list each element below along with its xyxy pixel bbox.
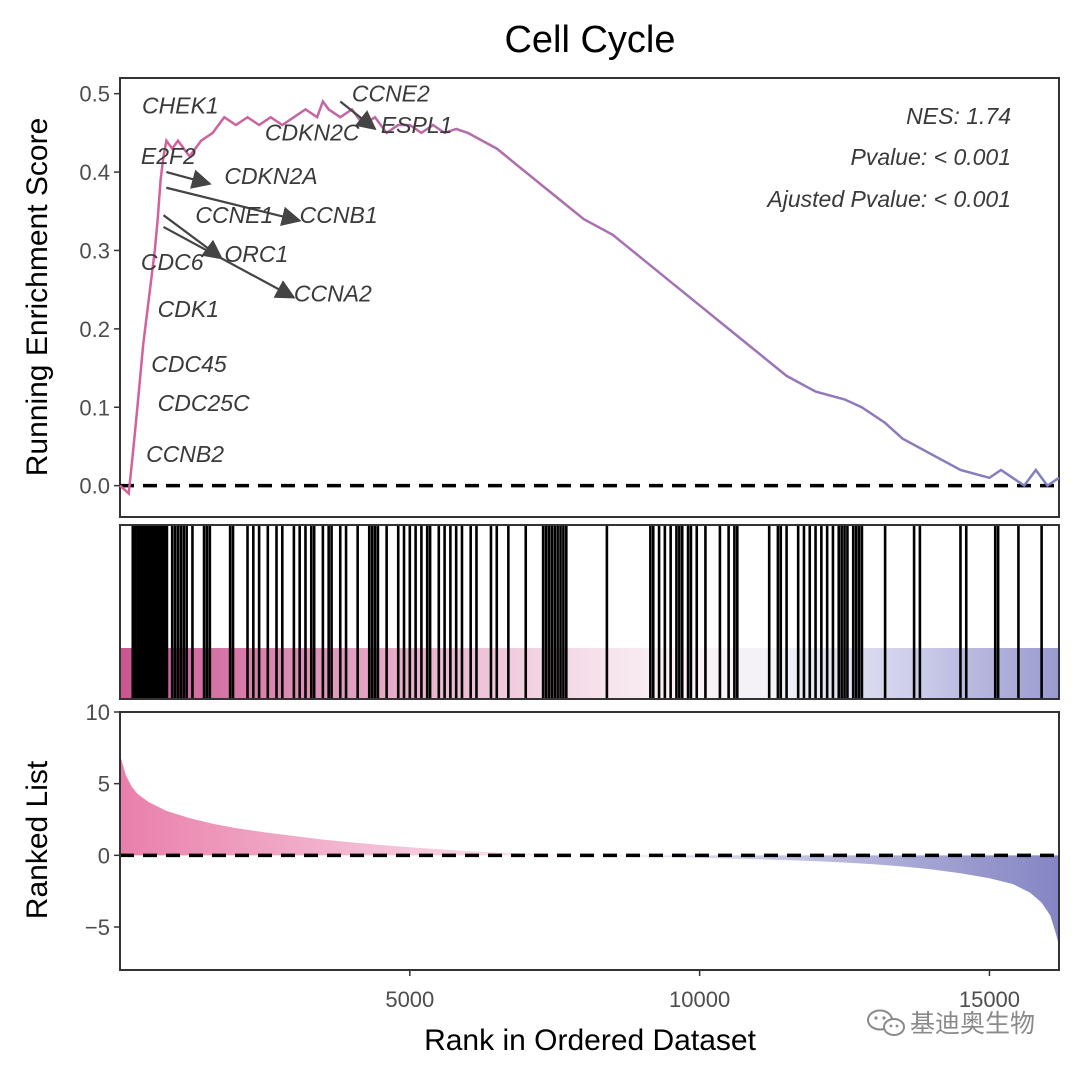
ranked-list-panel: 10 5 0 −5 5000 10000 15000 bbox=[85, 700, 1060, 1012]
gene-label: CHEK1 bbox=[142, 92, 219, 118]
nes-text: NES: 1.74 bbox=[906, 103, 1011, 129]
es-y-tick-label: 0.0 bbox=[79, 474, 110, 499]
gene-arrow bbox=[162, 214, 224, 260]
es-y-axis-title: Running Enrichment Score bbox=[21, 118, 54, 477]
gene-label: CDKN2A bbox=[224, 163, 317, 189]
gene-arrow bbox=[166, 169, 212, 189]
x-tick-label: 5000 bbox=[385, 987, 434, 1012]
ranked-y-tick-label: 0 bbox=[98, 843, 110, 868]
gene-label: CCNB1 bbox=[300, 202, 378, 228]
gene-label: ESPL1 bbox=[381, 112, 453, 138]
gene-label: CDC25C bbox=[158, 390, 250, 416]
watermark-text: 基迪奥生物 bbox=[910, 1010, 1035, 1038]
gene-label: CDKN2C bbox=[265, 120, 360, 146]
running-es-panel: 0.0 0.1 0.2 0.3 0.4 0.5 CHEK1 E2F2 CDC6 CDK1 CDC45… bbox=[79, 77, 1060, 518]
gene-label: CDC6 bbox=[141, 249, 204, 275]
es-y-tick-label: 0.2 bbox=[79, 317, 110, 342]
x-axis-title: Rank in Ordered Dataset bbox=[424, 1024, 756, 1057]
ranked-negative-area bbox=[583, 855, 1059, 946]
ranked-panel-border bbox=[119, 711, 1060, 971]
gene-label: E2F2 bbox=[141, 143, 196, 169]
hit-panel-border bbox=[119, 524, 1060, 700]
ranked-y-tick-label: 10 bbox=[86, 700, 110, 725]
es-y-tick-label: 0.3 bbox=[79, 238, 110, 263]
gene-arrow bbox=[166, 186, 302, 227]
pvalue-text: Pvalue: < 0.001 bbox=[851, 144, 1011, 170]
es-y-tick-label: 0.5 bbox=[79, 82, 110, 107]
wechat-icon bbox=[867, 1009, 905, 1036]
gene-label: CCNB2 bbox=[146, 441, 224, 467]
gene-label: CDK1 bbox=[158, 296, 219, 322]
chart-title: Cell Cycle bbox=[504, 19, 675, 61]
gene-label: CCNA2 bbox=[294, 280, 372, 306]
x-tick-label: 10000 bbox=[669, 987, 730, 1012]
x-tick-label: 15000 bbox=[959, 987, 1020, 1012]
gene-label: CCNE2 bbox=[352, 81, 430, 107]
wechat-watermark: 基迪奥生物 bbox=[867, 1009, 1035, 1038]
ranked-y-tick-label: −5 bbox=[85, 915, 110, 940]
rank-heat-strip bbox=[120, 648, 1059, 699]
gene-arrow bbox=[162, 225, 296, 299]
ranked-y-axis-title: Ranked List bbox=[21, 760, 54, 919]
gene-label: CDC45 bbox=[151, 351, 227, 377]
gene-arrow bbox=[339, 100, 377, 131]
hit-panel bbox=[119, 524, 1060, 700]
gene-label: CCNE1 bbox=[195, 202, 273, 228]
es-y-tick-label: 0.1 bbox=[79, 395, 110, 420]
adjusted-pvalue-text: Ajusted Pvalue: < 0.001 bbox=[765, 186, 1011, 212]
ranked-y-tick-label: 5 bbox=[98, 772, 110, 797]
running-es-line bbox=[119, 98, 1060, 497]
es-y-tick-label: 0.4 bbox=[79, 160, 110, 185]
gene-label: ORC1 bbox=[224, 241, 288, 267]
ranked-positive-area bbox=[120, 755, 584, 856]
